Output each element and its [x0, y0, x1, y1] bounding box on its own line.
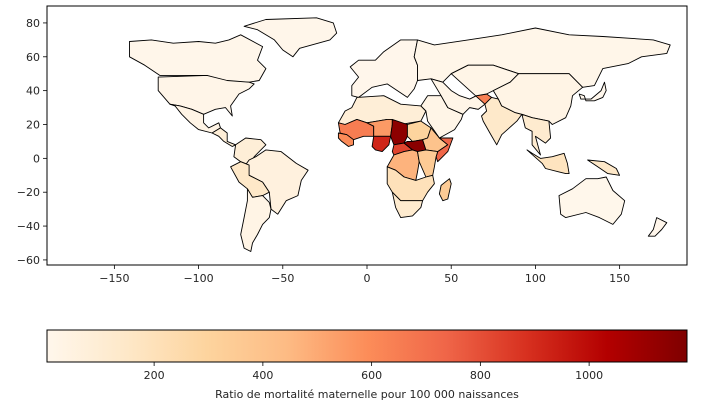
x-tick-label: −50: [271, 272, 294, 285]
region-nigeria: [371, 135, 392, 153]
colorbar: 200 400 600 800 1000 Ratio de mortalité mate…: [46, 329, 688, 401]
x-axis-ticks: −150 −100 −50 0 50 100 150: [99, 265, 630, 285]
map-axes: −150 −100 −50 0 50 100 150 80 60 40 20 0 −20 −40 −60: [17, 5, 688, 285]
region-japan-korea: [578, 81, 607, 102]
y-tick-label: −20: [17, 186, 40, 199]
y-axis-ticks: 80 60 40 20 0 −20 −40 −60: [17, 17, 47, 267]
x-tick-label: 0: [364, 272, 371, 285]
region-colombia-venezuela: [233, 137, 267, 166]
y-tick-label: −60: [17, 254, 40, 267]
y-tick-label: 60: [26, 51, 40, 64]
region-china: [492, 73, 584, 125]
colorbar-tick-label: 400: [252, 369, 273, 382]
y-tick-label: 80: [26, 17, 40, 30]
x-tick-label: −100: [183, 272, 213, 285]
region-chad: [390, 118, 408, 146]
region-brazil: [243, 149, 309, 215]
y-tick-label: −40: [17, 220, 40, 233]
colorbar-tick-label: 800: [470, 369, 491, 382]
region-papua-new-guinea: [587, 159, 621, 176]
colorbar-ticks: 200 400 600 800 1000: [144, 362, 603, 382]
region-australia: [558, 176, 626, 225]
country-regions: [129, 17, 671, 252]
region-peru-bolivia: [230, 161, 270, 198]
region-somalia: [435, 137, 454, 163]
x-tick-label: 50: [444, 272, 458, 285]
x-tick-label: 150: [609, 272, 630, 285]
y-tick-label: 40: [26, 85, 40, 98]
colorbar-label: Ratio de mortalité maternelle pour 100 0…: [215, 388, 519, 401]
colorbar-gradient: [46, 329, 688, 363]
region-argentina-chile: [240, 188, 272, 252]
colorbar-tick-label: 1000: [575, 369, 603, 382]
y-tick-label: 0: [33, 152, 40, 165]
region-new-zealand: [647, 217, 668, 237]
region-russia: [413, 27, 671, 88]
region-mexico: [169, 103, 221, 134]
y-tick-label: 20: [26, 118, 40, 131]
region-madagascar: [438, 178, 452, 202]
colorbar-tick-label: 600: [361, 369, 382, 382]
region-indonesia: [526, 149, 570, 175]
colorbar-tick-label: 200: [144, 369, 165, 382]
region-south-africa: [391, 191, 424, 219]
region-greenland: [243, 17, 338, 58]
region-southeast-asia: [521, 113, 552, 156]
region-senegal-guinea: [337, 132, 354, 147]
region-canada: [129, 34, 267, 83]
x-tick-label: −150: [99, 272, 129, 285]
x-tick-label: 100: [525, 272, 546, 285]
region-east-africa: [417, 149, 439, 178]
